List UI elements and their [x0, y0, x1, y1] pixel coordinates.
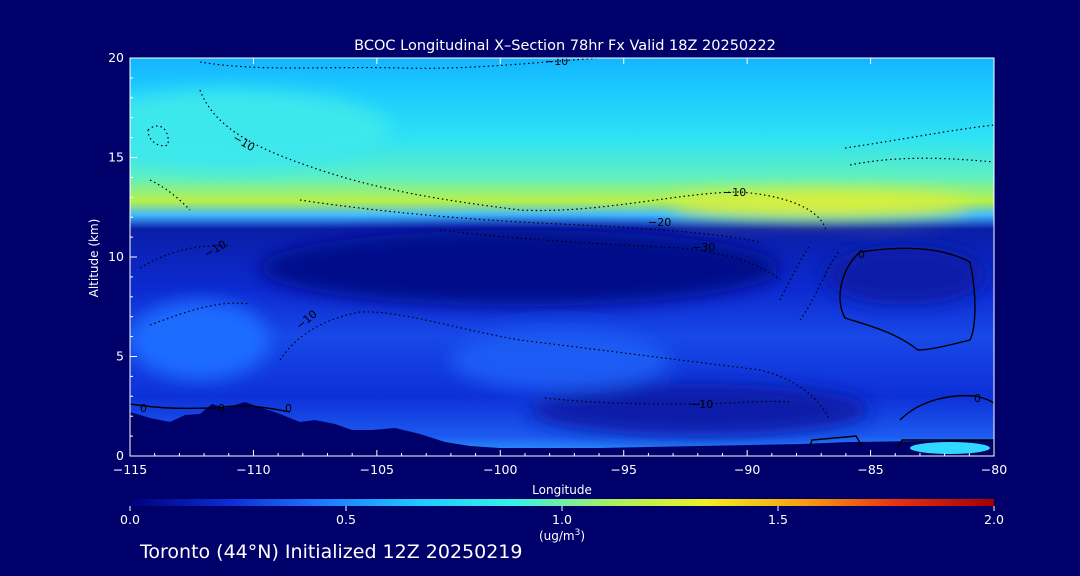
dark-core-east	[825, 245, 985, 305]
contour-label: 0	[218, 402, 225, 415]
mid-blob-center	[450, 330, 670, 390]
x-tick-label: −110	[236, 462, 270, 477]
contour-neg10-east	[844, 124, 994, 149]
contour-neg20	[299, 199, 761, 243]
y-tick-label: 20	[108, 50, 124, 65]
contour-neg10-west-low	[147, 125, 191, 211]
x-tick-label: −115	[113, 462, 147, 477]
y-axis: 0 5 10 15 20	[108, 50, 137, 463]
x-tick-label: −95	[611, 462, 637, 477]
contour-lines	[139, 58, 994, 421]
footer-text: Toronto (44°N) Initialized 12Z 20250219	[140, 541, 523, 563]
contour-0-east-cell	[839, 247, 976, 351]
x-axis: −115 −110 −105 −100 −95 −90 −85 −80	[113, 58, 1007, 477]
contour-neg10-west	[139, 245, 251, 326]
y-tick-label: 15	[108, 150, 124, 165]
contour-label: −20	[648, 216, 671, 229]
plot-area: −10 −10 −10 −20 −30 −10 −10 −10 0 0 0 0 …	[130, 55, 994, 456]
upper-yellow-band	[670, 191, 970, 219]
terrain	[130, 402, 994, 456]
contour-neg10-top	[199, 58, 601, 69]
contour-label: −10	[690, 398, 713, 411]
colorbar-tick-label: 1.0	[552, 512, 572, 527]
contour-0-terrain	[130, 403, 291, 413]
contour-slope	[779, 244, 841, 321]
dark-core-lower	[530, 384, 870, 436]
y-tick-label: 10	[108, 249, 124, 264]
colorbar-tick-label: 1.5	[768, 512, 788, 527]
colorbar-tick-label: 0.0	[120, 512, 140, 527]
upper-cyan-west	[130, 90, 390, 170]
colorbar-ticks: 0.0 0.5 1.0 1.5 2.0	[120, 506, 1004, 527]
dark-core-upper	[260, 230, 780, 306]
y-tick-label: 5	[116, 349, 124, 364]
colorbar-tick-label: 2.0	[984, 512, 1004, 527]
contour-neg10-upper	[199, 89, 827, 231]
contour-label: 0	[285, 402, 292, 415]
contour-label: −30	[692, 241, 715, 254]
x-axis-label: Longitude	[532, 483, 592, 497]
x-tick-label: −90	[734, 462, 760, 477]
chart-title: BCOC Longitudinal X–Section 78hr Fx Vali…	[354, 38, 776, 54]
x-tick-label: −80	[981, 462, 1007, 477]
colorbar-unit: (ug/m3)	[539, 528, 585, 543]
contour-label: 0	[858, 248, 865, 261]
contour-label: 0	[140, 402, 147, 415]
y-axis-label: Altitude (km)	[87, 219, 101, 298]
contour-neg10-mid	[279, 311, 831, 421]
contour-label: 0	[974, 392, 981, 405]
x-tick-label: −85	[857, 462, 883, 477]
contour-label: −10	[723, 186, 746, 199]
mid-blob-west	[130, 300, 270, 380]
x-tick-label: −105	[360, 462, 394, 477]
y-tick-label: 0	[116, 448, 124, 463]
contour-label: −10	[545, 55, 568, 68]
contour-zero-lines	[130, 247, 994, 449]
contour-0-east-low	[809, 394, 994, 449]
x-tick-label: −100	[483, 462, 517, 477]
colorbar-tick-label: 0.5	[336, 512, 356, 527]
contour-neg10-low	[544, 397, 791, 405]
surface-plume	[910, 442, 990, 454]
colorbar	[130, 499, 994, 506]
